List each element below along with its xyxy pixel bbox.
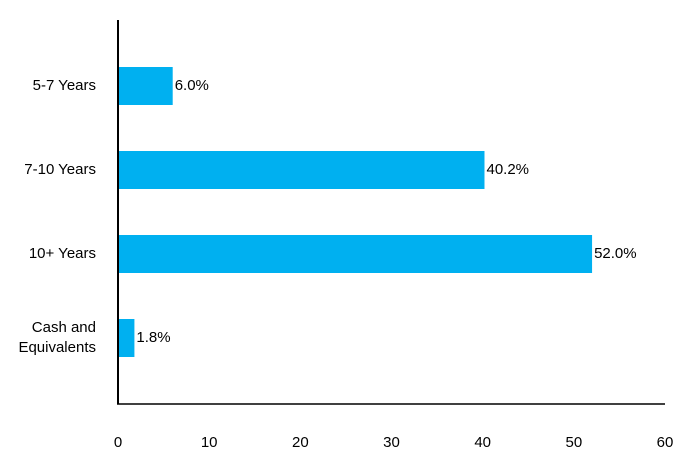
axes-layer xyxy=(117,20,665,405)
x-tick-label-4: 40 xyxy=(474,434,491,451)
x-tick-label-0: 0 xyxy=(114,434,122,451)
category-label-1-line-0: 7-10 Years xyxy=(24,161,96,178)
bar-2 xyxy=(118,235,593,273)
bars-layer xyxy=(118,67,593,357)
x-tick-label-3: 30 xyxy=(383,434,400,451)
labels-layer: 6.0% 40.2% 52.0% 1.8% xyxy=(136,77,636,346)
category-labels: 5-7 Years 7-10 Years 10+ Years Cash and Equi… xyxy=(18,77,96,356)
category-label-3-line-0: Cash and xyxy=(32,319,96,336)
x-tick-label-2: 20 xyxy=(292,434,309,451)
x-tick-label-5: 50 xyxy=(565,434,582,451)
category-label-0-line-0: 5-7 Years xyxy=(33,77,96,94)
bar-3 xyxy=(118,319,135,357)
data-label-3: 1.8% xyxy=(136,329,170,346)
category-label-3: Cash and Equivalents xyxy=(18,319,96,356)
x-tick-labels: 0 10 20 30 40 50 60 xyxy=(114,434,674,451)
category-label-2-line-0: 10+ Years xyxy=(29,245,96,262)
category-label-2: 10+ Years xyxy=(29,245,96,262)
x-tick-label-1: 10 xyxy=(201,434,218,451)
data-label-0: 6.0% xyxy=(175,77,209,94)
data-label-2: 52.0% xyxy=(594,245,637,262)
bar-0 xyxy=(118,67,173,105)
category-label-1: 7-10 Years xyxy=(24,161,96,178)
data-label-1: 40.2% xyxy=(486,161,529,178)
x-tick-label-6: 60 xyxy=(657,434,674,451)
category-label-0: 5-7 Years xyxy=(33,77,96,94)
bar-1 xyxy=(118,151,485,189)
category-label-3-line-1: Equivalents xyxy=(18,339,96,356)
